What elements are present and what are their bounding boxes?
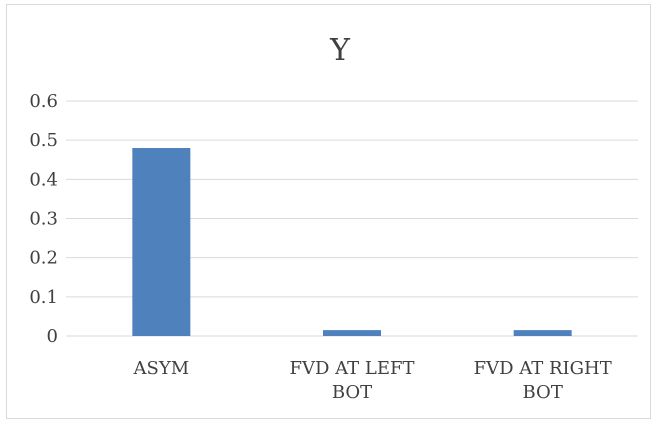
bars [132,148,572,336]
category-label-1-line-0: FVD AT LEFT [290,358,415,379]
y-tick-label-0: 0 [47,326,58,347]
chart-title: Y [329,33,351,68]
y-tick-label-3: 0.3 [29,209,58,230]
y-tick-label-4: 0.4 [29,169,58,190]
category-labels: ASYM FVD AT LEFT BOT FVD AT RIGHT BOT [133,358,612,403]
chart-frame [6,4,651,419]
y-tick-label-1: 0.1 [29,287,58,308]
category-label-2-line-0: FVD AT RIGHT [474,358,612,379]
category-label-1-line-1: BOT [332,382,372,403]
y-tick-label-2: 0.2 [29,248,58,269]
y-axis-tick-labels: 0 0.1 0.2 0.3 0.4 0.5 0.6 [29,91,58,347]
y-tick-label-6: 0.6 [29,91,58,112]
category-label-2-line-1: BOT [523,382,563,403]
bar-1 [323,330,381,336]
category-label-0-line-0: ASYM [133,358,190,379]
bar-0 [132,148,191,336]
y-tick-label-5: 0.5 [29,130,58,151]
bar-2 [513,330,572,336]
